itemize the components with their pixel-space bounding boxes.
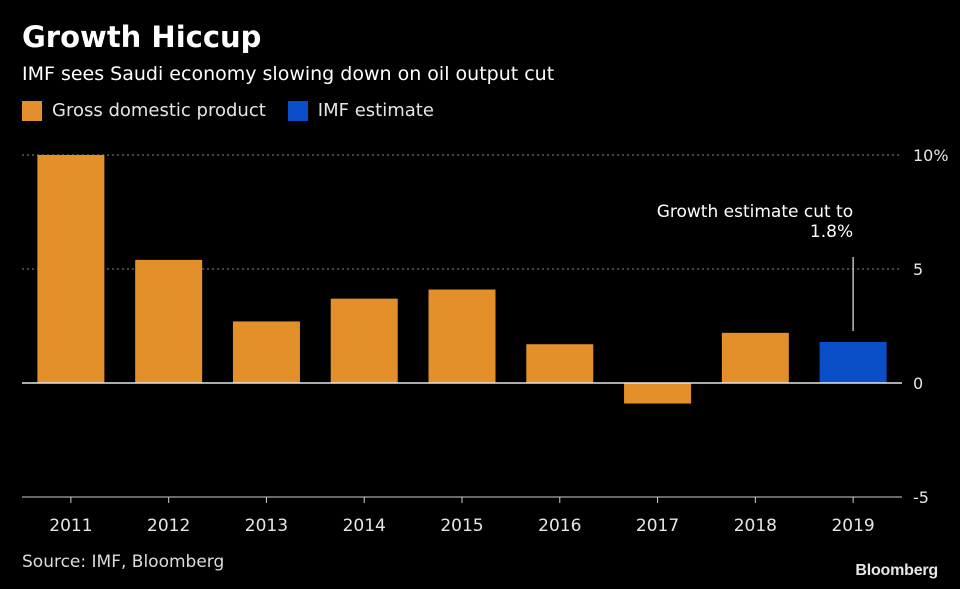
x-tick-label-2016: 2016: [538, 516, 581, 536]
legend-item-imf-estimate: IMF estimate: [287, 100, 434, 121]
legend-label-imf-estimate: IMF estimate: [317, 100, 434, 121]
y-tick-label-10: 10%: [913, 146, 949, 165]
bar-2016: [526, 344, 594, 383]
chart-title: Growth Hiccup: [22, 20, 262, 54]
y-tick-label--5: -5: [913, 488, 929, 507]
x-tick-label-2012: 2012: [147, 516, 190, 536]
bar-2011: [37, 155, 105, 383]
annotation-text-line-1: Growth estimate cut to: [657, 202, 853, 222]
bar-2015: [428, 289, 496, 383]
y-tick-label-0: 0: [913, 374, 923, 393]
annotation-text-line-2: 1.8%: [810, 222, 853, 242]
bar-2014: [330, 298, 398, 383]
legend-label-gdp: Gross domestic product: [52, 100, 266, 121]
source-note: Source: IMF, Bloomberg: [22, 552, 225, 572]
legend: Gross domestic product IMF estimate: [22, 100, 456, 121]
x-tick-label-2011: 2011: [49, 516, 92, 536]
legend-swatch-imf-estimate: [287, 100, 308, 121]
x-tick-label-2019: 2019: [831, 516, 874, 536]
bar-2019: [819, 341, 887, 383]
bar-2013: [232, 321, 300, 383]
legend-item-gdp: Gross domestic product: [22, 100, 266, 121]
chart-subtitle: IMF sees Saudi economy slowing down on o…: [22, 63, 555, 85]
bar-2012: [135, 259, 203, 383]
x-tick-label-2013: 2013: [245, 516, 288, 536]
x-tick-label-2018: 2018: [734, 516, 777, 536]
x-tick-label-2017: 2017: [636, 516, 679, 536]
x-tick-label-2014: 2014: [343, 516, 386, 536]
bar-2018: [721, 332, 789, 383]
x-tick-label-2015: 2015: [440, 516, 483, 536]
bar-2017: [624, 383, 692, 404]
legend-swatch-gdp: [22, 100, 42, 121]
y-tick-label-5: 5: [913, 260, 923, 279]
bloomberg-logo: Bloomberg: [855, 562, 938, 579]
